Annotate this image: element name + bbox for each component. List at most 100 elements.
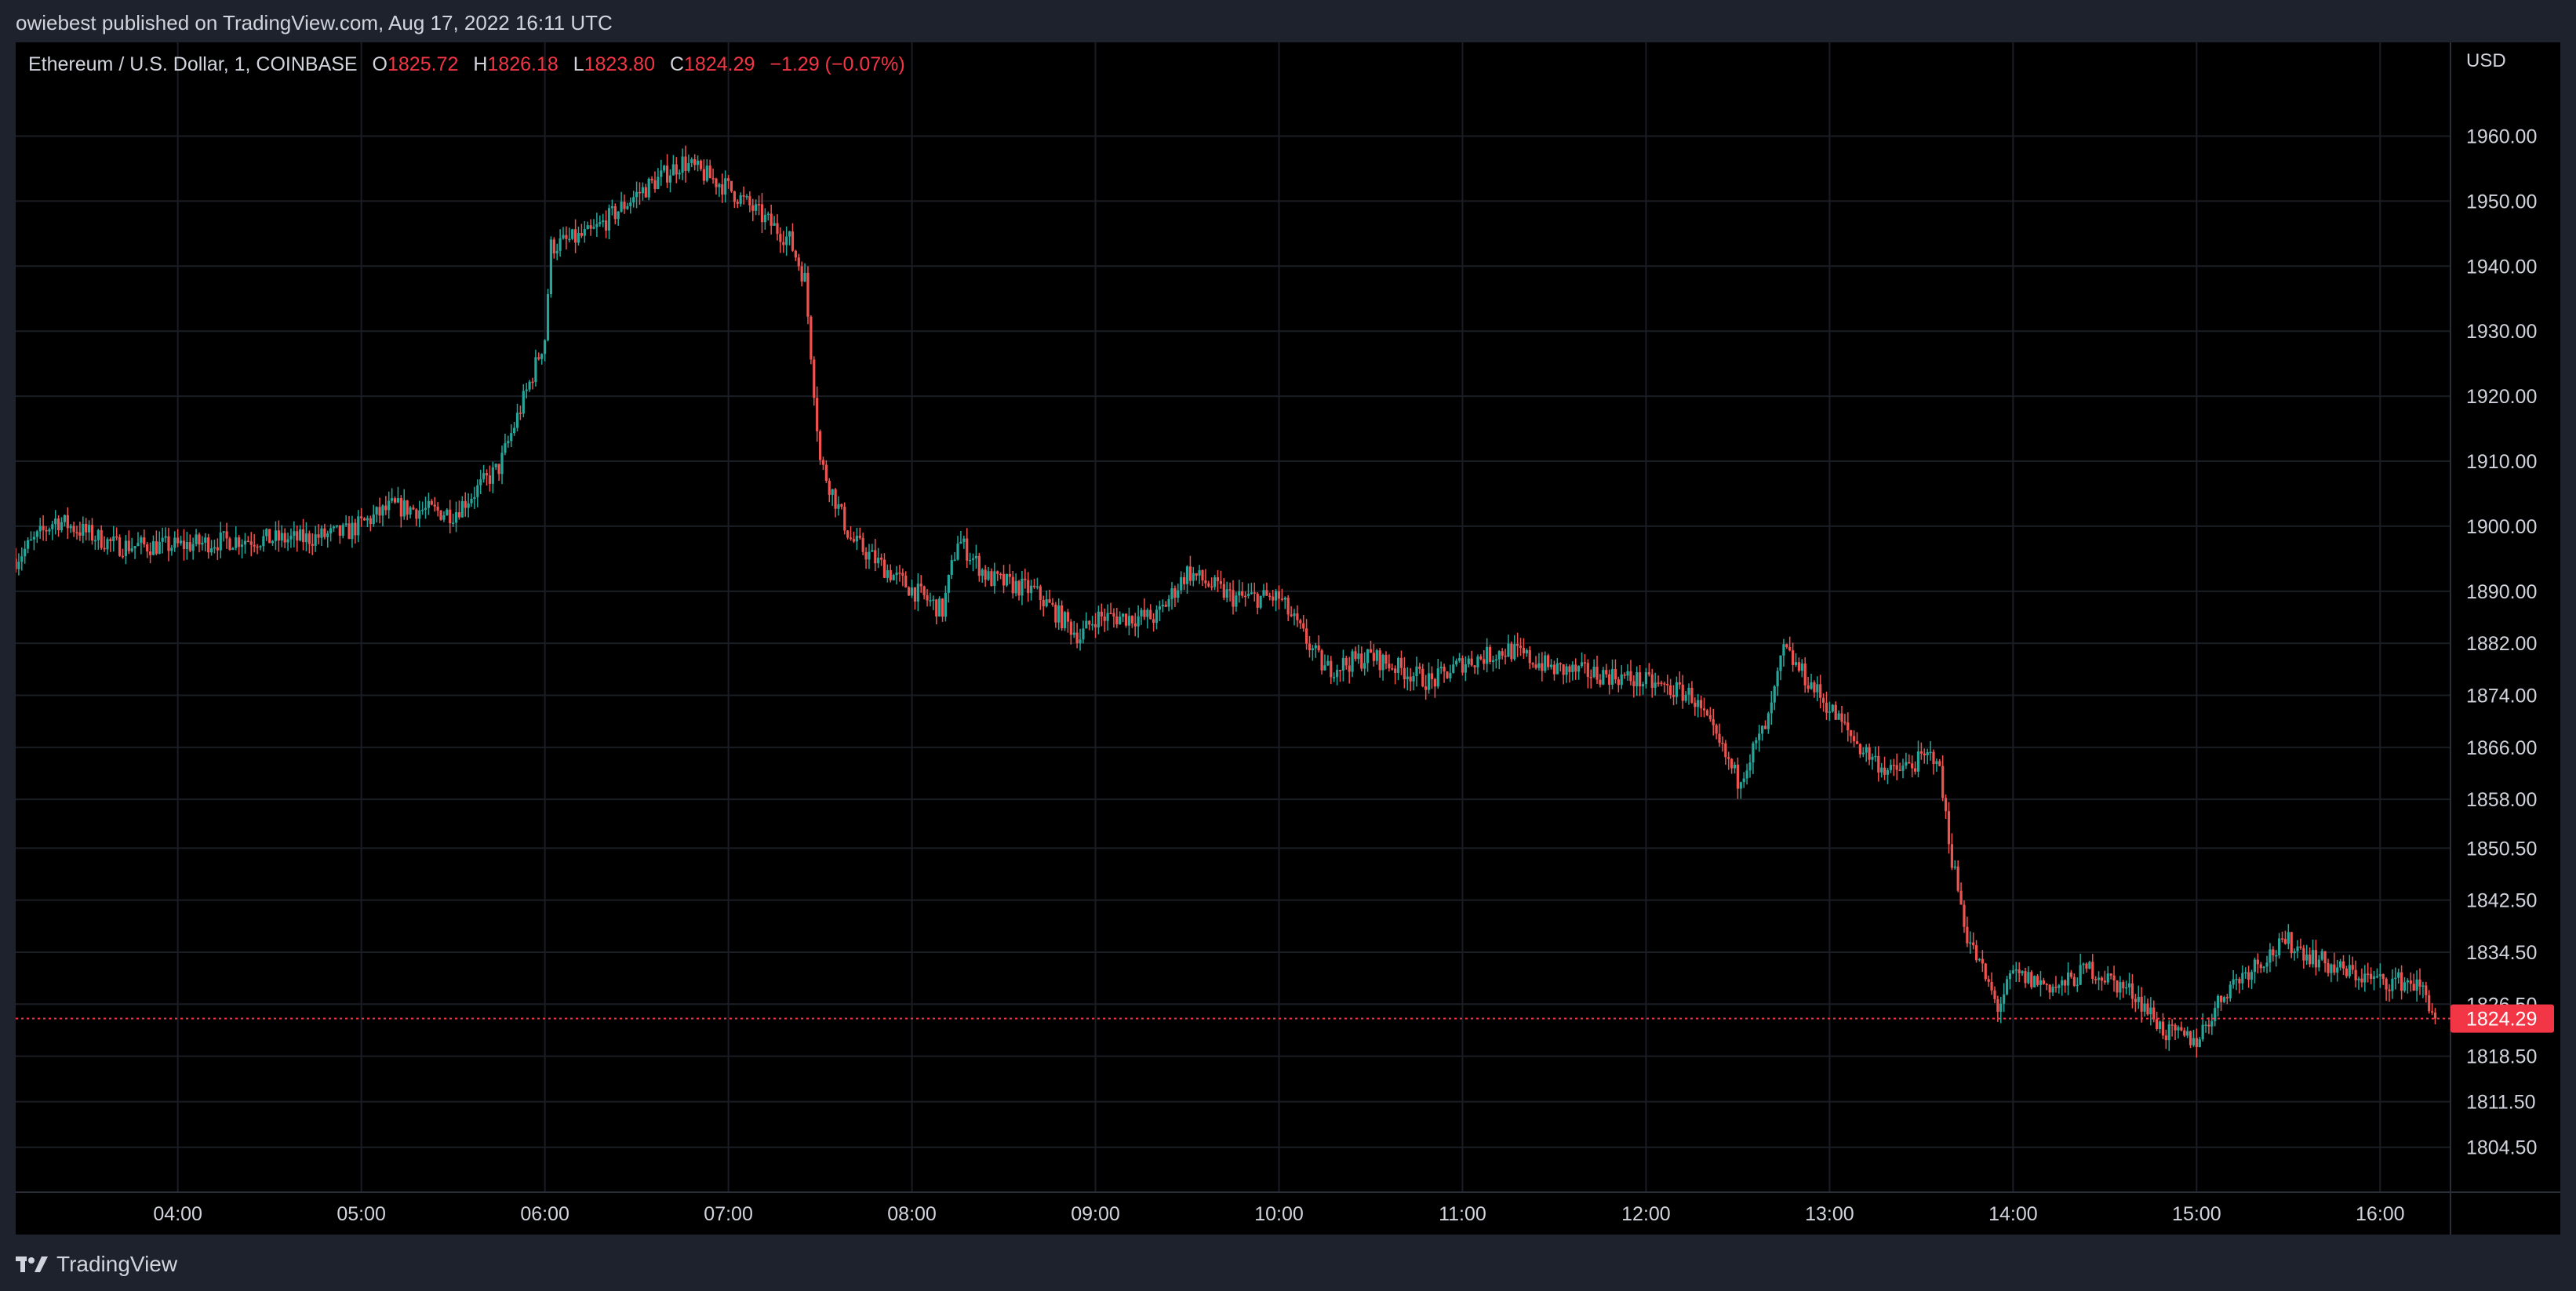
candle-body [788, 231, 791, 237]
candle-body [843, 506, 846, 531]
candle-body [1213, 577, 1217, 587]
candle-body [1250, 592, 1253, 595]
candle-body [1054, 604, 1057, 623]
candle-body [1868, 747, 1871, 760]
candle-body [2381, 974, 2385, 980]
candle-body [791, 231, 795, 251]
candle-body [1617, 679, 1620, 686]
candle-body [204, 537, 207, 543]
candle-body [60, 522, 64, 531]
candle-body [605, 220, 608, 231]
candle-body [2064, 980, 2067, 986]
candle-body [916, 584, 919, 602]
candle-body [665, 165, 669, 183]
candle-body [1381, 654, 1384, 671]
candle-body [103, 547, 106, 550]
candle-body [2137, 996, 2140, 1002]
candle-body [1014, 580, 1017, 594]
candle-body [515, 413, 519, 428]
candle-body [607, 208, 611, 231]
price-axis[interactable]: 1960.00 1950.00 1940.00 1930.00 1920.00 1910.… [2466, 125, 2537, 1158]
candle-body [1562, 664, 1565, 675]
candle-body [1504, 655, 1507, 657]
candle-body [1990, 981, 1993, 991]
candle-body [262, 536, 265, 547]
candle-body [1335, 670, 1339, 678]
candle-body [219, 532, 222, 551]
candle-body [1974, 945, 1978, 961]
time-axis[interactable]: 04:00 05:00 06:00 07:00 08:00 09:00 10:00 11:00… [153, 1203, 2404, 1225]
candle-body [2146, 1003, 2149, 1015]
candle-body [1635, 672, 1639, 686]
candle-body [1177, 590, 1180, 598]
candle-body [1534, 664, 1537, 668]
candle-body [338, 525, 341, 536]
candle-body [2219, 995, 2223, 1002]
candle-body [1204, 580, 1207, 584]
candle-body [1916, 751, 1920, 772]
candle-body [112, 536, 115, 542]
candle-body [1993, 990, 1996, 999]
candle-body [1599, 679, 1602, 685]
candle-body [2158, 1021, 2162, 1029]
published-header: owiebest published on TradingView.com, A… [16, 11, 613, 35]
candle-body [1170, 588, 1173, 599]
candle-body [482, 473, 486, 480]
candle-body [1739, 782, 1742, 789]
candle-body [2177, 1027, 2180, 1031]
candle-body [1675, 682, 1679, 697]
candle-body [589, 225, 592, 229]
candle-body [2372, 976, 2376, 980]
candle-body [2370, 973, 2373, 980]
last-price-tag-text: 1824.29 [2466, 1009, 2537, 1031]
candle-body [1663, 683, 1666, 685]
candle-body [858, 536, 861, 538]
candle-body [167, 536, 170, 551]
candle-body [1243, 595, 1247, 598]
candle-body [1344, 657, 1348, 666]
candle-body [1167, 598, 1170, 607]
candle-body [54, 518, 57, 525]
tradingview-brand[interactable]: TradingView [56, 1252, 178, 1276]
candle-body [1819, 684, 1822, 698]
candle-body [2156, 1019, 2159, 1029]
symbol-name[interactable]: Ethereum / U.S. Dollar, 1, COINBASE [28, 53, 358, 75]
candlestick-chart[interactable]: 1960.00 1950.00 1940.00 1930.00 1920.00 1910.… [16, 42, 2560, 1235]
candle-body [816, 398, 819, 431]
price-tick-label: 1890.00 [2466, 581, 2537, 603]
time-tick-label: 09:00 [1071, 1203, 1120, 1225]
candle-body [760, 204, 764, 223]
candle-body [176, 537, 180, 544]
tradingview-logo-icon[interactable] [16, 1253, 50, 1275]
candle-body [1470, 658, 1473, 666]
candle-body [2109, 973, 2112, 976]
candle-body [332, 526, 336, 529]
candle-body [718, 184, 721, 187]
candle-body [1103, 616, 1106, 621]
candle-body [173, 537, 176, 548]
candle-body [1002, 573, 1006, 586]
candle-body [1207, 583, 1210, 587]
candle-body [1794, 662, 1798, 665]
candle-body [424, 507, 428, 510]
candle-body [1953, 866, 1956, 868]
candle-body [1981, 958, 1984, 964]
candle-body [24, 548, 27, 557]
candle-body [2345, 968, 2349, 976]
candle-body [488, 475, 492, 484]
candle-body [1770, 702, 1773, 714]
candle-body [2192, 1038, 2196, 1046]
candle-body [2412, 984, 2415, 991]
candle-body [644, 187, 647, 198]
symbol-legend[interactable]: Ethereum / U.S. Dollar, 1, COINBASE O182… [28, 53, 905, 76]
candle-body [776, 223, 779, 235]
candle-body [1483, 659, 1486, 664]
currency-label[interactable]: USD [2466, 50, 2506, 71]
candle-body [1354, 651, 1357, 660]
candle-body [1011, 576, 1014, 594]
open-value: 1825.72 [387, 53, 459, 75]
candle-body [2225, 997, 2229, 998]
chart-panel[interactable]: 1960.00 1950.00 1940.00 1930.00 1920.00 1910.… [16, 42, 2560, 1235]
candle-body [293, 531, 296, 536]
candle-body [1225, 589, 1228, 598]
